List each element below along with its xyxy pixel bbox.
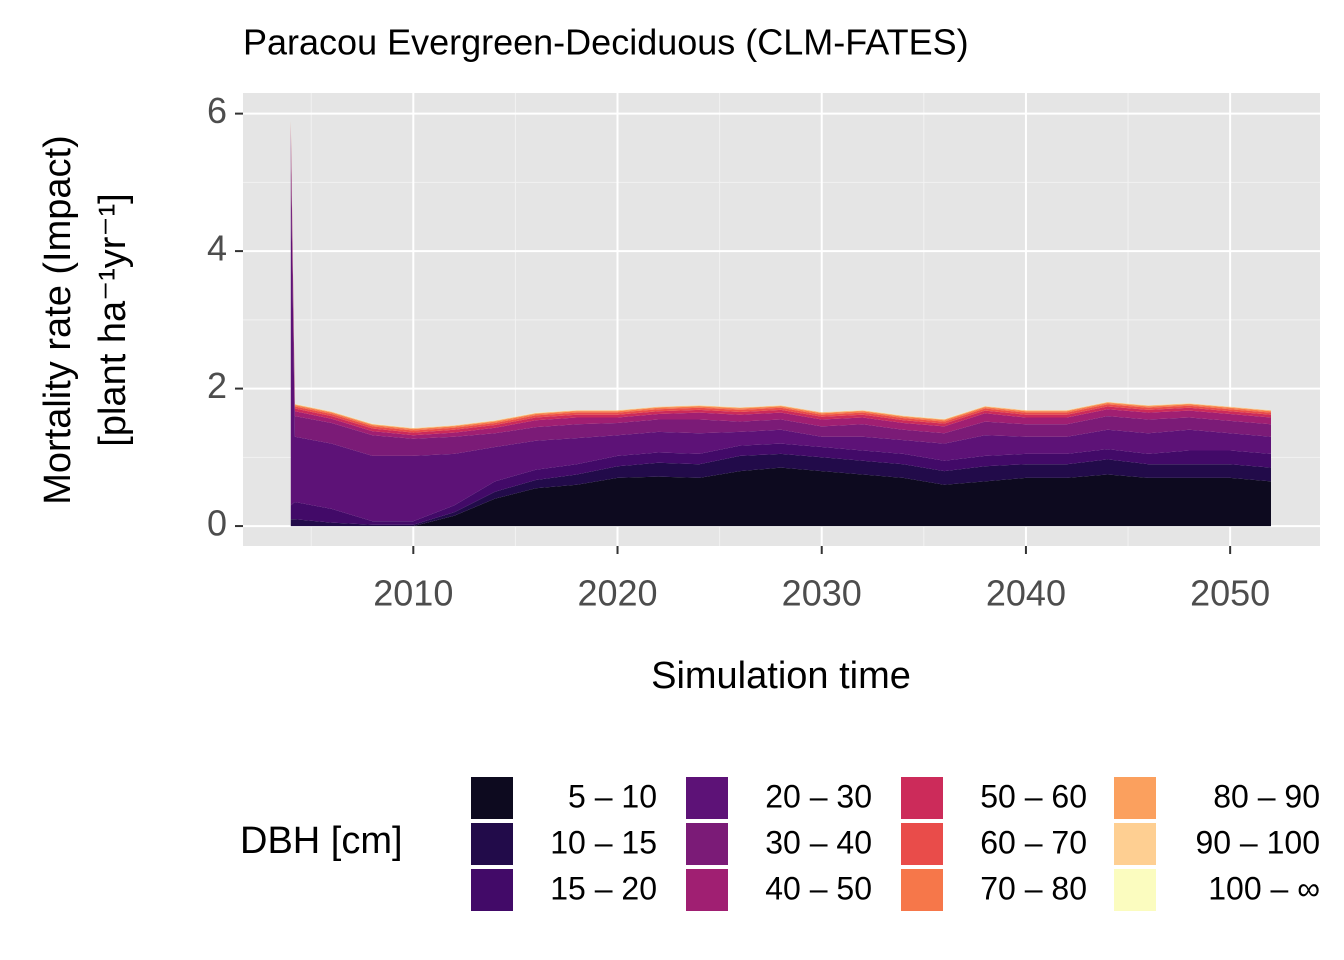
- legend-label: 90 – 100: [1195, 824, 1320, 860]
- legend-key: [1112, 775, 1158, 821]
- legend-key: [899, 867, 945, 913]
- legend-label: 20 – 30: [765, 778, 872, 814]
- legend-label: 70 – 80: [980, 870, 1087, 906]
- y-tick-label: 2: [207, 365, 227, 406]
- y-tick-label: 0: [207, 503, 227, 544]
- legend-label: 100 – ∞: [1208, 870, 1320, 906]
- y-axis-title: Mortality rate (Impact): [37, 135, 79, 505]
- legend-label: 80 – 90: [1213, 778, 1320, 814]
- legend-key: [1112, 821, 1158, 867]
- x-tick-label: 2010: [373, 573, 453, 614]
- legend-key: [469, 821, 515, 867]
- x-tick-label: 2020: [577, 573, 657, 614]
- y-tick-label: 4: [207, 228, 227, 269]
- area: [290, 443, 1271, 525]
- legend-label: 5 – 10: [568, 778, 657, 814]
- legend-key: [899, 821, 945, 867]
- area: [290, 467, 1271, 527]
- area: [290, 134, 1271, 456]
- legend-key: [1112, 867, 1158, 913]
- x-tick-label: 2050: [1190, 573, 1270, 614]
- legend-label: 10 – 15: [550, 824, 657, 860]
- legend-label: 40 – 50: [765, 870, 872, 906]
- legend-label: 15 – 20: [550, 870, 657, 906]
- legend-label: 30 – 40: [765, 824, 872, 860]
- legend-title: DBH [cm]: [240, 820, 403, 862]
- legend-key: [684, 867, 730, 913]
- legend-key: [469, 867, 515, 913]
- legend-label: 60 – 70: [980, 824, 1087, 860]
- legend-label: 50 – 60: [980, 778, 1087, 814]
- x-tick-label: 2030: [782, 573, 862, 614]
- y-axis-title: [plant ha⁻¹yr⁻¹]: [92, 193, 134, 446]
- legend-key: [469, 775, 515, 821]
- legend-key: [899, 775, 945, 821]
- y-tick-label: 6: [207, 90, 227, 131]
- legend-key: [684, 821, 730, 867]
- x-axis-title: Simulation time: [651, 655, 911, 697]
- area: [290, 453, 1271, 527]
- area: [290, 161, 1271, 522]
- x-tick-label: 2040: [986, 573, 1066, 614]
- chart-title: Paracou Evergreen-Deciduous (CLM-FATES): [243, 22, 969, 63]
- legend-key: [684, 775, 730, 821]
